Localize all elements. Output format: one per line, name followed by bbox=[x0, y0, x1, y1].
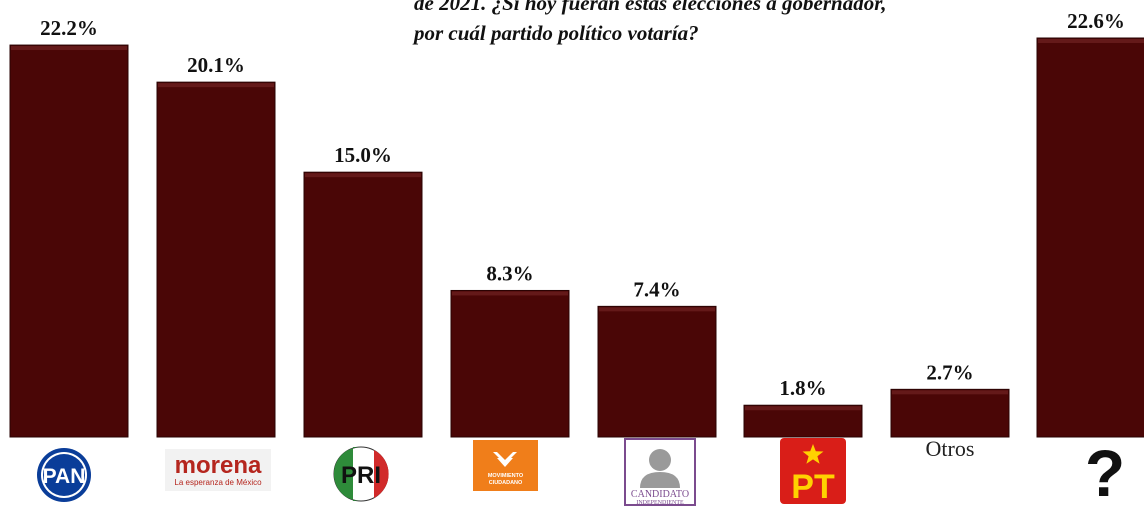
bar-6 bbox=[743, 404, 863, 438]
value-label-3: 15.0% bbox=[334, 143, 392, 167]
bar-highlight-2 bbox=[158, 83, 274, 88]
value-label-2: 20.1% bbox=[187, 53, 245, 77]
mc-logo-line-1: MOVIMIENTO bbox=[488, 473, 524, 479]
bars-group bbox=[9, 37, 1144, 438]
bar-1 bbox=[9, 44, 129, 438]
value-labels-group: 22.2% 20.1% 15.0% 8.3% 7.4% 1.8% 2.7% 22.6% bbox=[40, 9, 1125, 400]
chart-title-line-2: por cuál partido político votaría? bbox=[414, 21, 699, 45]
candidato-logo-line-1: CANDIDATO bbox=[631, 489, 689, 500]
candidato-independiente-logo-icon: CANDIDATO INDEPENDIENTE bbox=[624, 438, 696, 506]
bar-highlight-5 bbox=[599, 307, 715, 312]
value-label-5: 7.4% bbox=[633, 277, 680, 301]
value-label-4: 8.3% bbox=[486, 261, 533, 285]
morena-logo-tagline: La esperanza de México bbox=[174, 478, 262, 487]
pri-logo-icon: PRI bbox=[333, 446, 389, 502]
bar-highlight-7 bbox=[892, 390, 1008, 395]
value-label-8: 22.6% bbox=[1067, 9, 1125, 33]
value-label-6: 1.8% bbox=[779, 376, 826, 400]
candidato-logo-line-2: INDEPENDIENTE bbox=[636, 500, 684, 506]
pt-logo-icon: PT bbox=[780, 438, 846, 504]
bar-2 bbox=[156, 81, 276, 438]
bar-7 bbox=[890, 388, 1010, 438]
chart-title: de 2021. ¿Si hoy fueran estas elecciones… bbox=[414, 0, 1114, 48]
bar-highlight-1 bbox=[11, 46, 127, 51]
bar-highlight-4 bbox=[452, 291, 568, 296]
morena-logo-name: morena bbox=[175, 452, 262, 479]
bar-5 bbox=[597, 305, 717, 438]
chart-title-line-1: de 2021. ¿Si hoy fueran estas elecciones… bbox=[414, 0, 887, 15]
pt-logo-text: PT bbox=[791, 468, 835, 504]
morena-logo-icon: morena La esperanza de México bbox=[165, 449, 271, 491]
bar-highlight-6 bbox=[745, 406, 861, 411]
bar-8 bbox=[1036, 37, 1144, 438]
pan-logo-text: PAN bbox=[43, 465, 86, 488]
bar-highlight-3 bbox=[305, 173, 421, 178]
value-label-1: 22.2% bbox=[40, 16, 98, 40]
bar-highlight-8 bbox=[1038, 39, 1144, 43]
question-mark-icon: ? bbox=[1085, 440, 1125, 502]
otros-category-label: Otros bbox=[925, 436, 975, 461]
bar-4 bbox=[450, 289, 570, 438]
unknown-category-label: ? bbox=[1085, 440, 1125, 502]
mc-logo-line-2: CIUDADANO bbox=[489, 480, 523, 486]
pan-logo-icon: PAN bbox=[37, 448, 91, 502]
pri-logo-text: PRI bbox=[341, 462, 381, 489]
bar-3 bbox=[303, 171, 423, 438]
value-label-7: 2.7% bbox=[926, 360, 973, 384]
movimiento-ciudadano-logo-icon: MOVIMIENTO CIUDADANO bbox=[473, 440, 538, 491]
